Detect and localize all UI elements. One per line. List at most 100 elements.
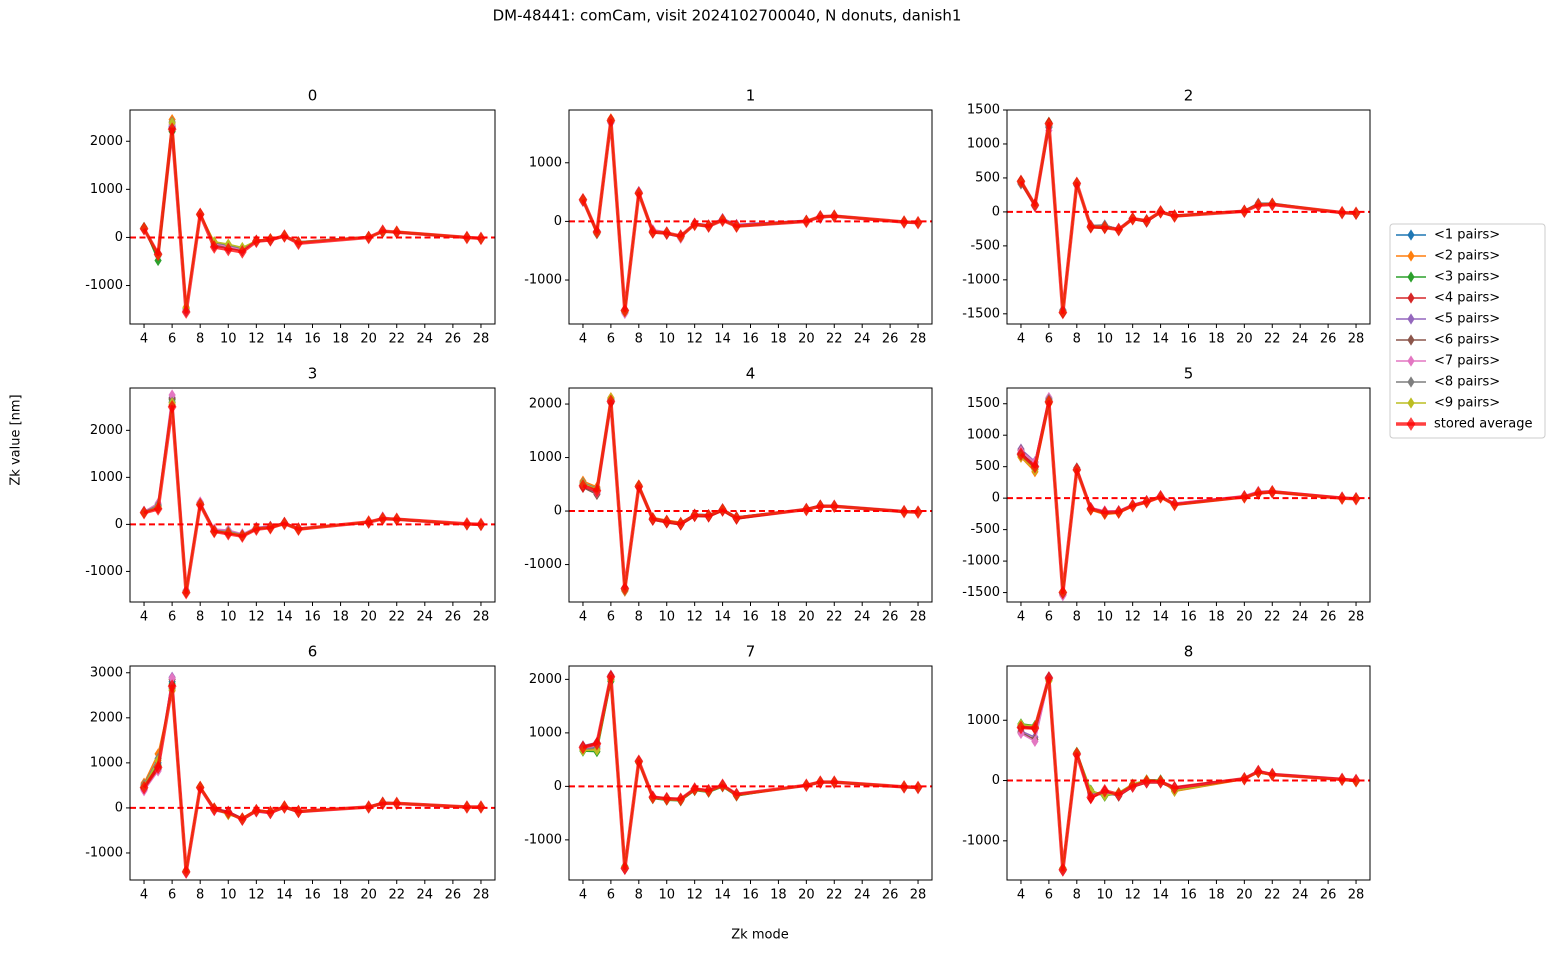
data-point — [662, 791, 672, 806]
y-tick-label: 0 — [554, 779, 562, 794]
data-point — [634, 754, 644, 769]
x-tick-label: 6 — [168, 332, 176, 347]
x-tick-label: 18 — [1208, 610, 1225, 625]
y-tick-label: 0 — [554, 504, 562, 519]
x-tick-label: 14 — [714, 888, 731, 903]
legend-marker — [1407, 271, 1415, 283]
data-point — [732, 787, 741, 802]
plot-area — [1007, 116, 1370, 320]
x-tick-label: 14 — [276, 332, 293, 347]
data-point — [913, 215, 923, 230]
series-line — [142, 684, 481, 874]
y-tick-label: 2000 — [90, 710, 123, 725]
series-line — [582, 677, 919, 869]
y-axis-label: Zk value [nm] — [9, 394, 24, 485]
x-tick-label: 16 — [304, 610, 321, 625]
data-point — [1058, 585, 1068, 600]
x-tick-label: 20 — [798, 332, 815, 347]
series-line — [143, 677, 481, 874]
series-line — [1020, 679, 1357, 870]
x-tick-label: 8 — [1073, 332, 1081, 347]
plot-area — [130, 113, 495, 319]
data-point — [620, 303, 630, 318]
x-tick-label: 10 — [1096, 610, 1113, 625]
data-point — [634, 186, 644, 201]
x-tick-label: 18 — [770, 610, 787, 625]
x-tick-label: 20 — [1236, 610, 1253, 625]
series-line — [1020, 678, 1357, 872]
data-point — [913, 505, 923, 519]
data-point — [592, 225, 602, 239]
x-tick-label: 26 — [1320, 332, 1337, 347]
data-point — [1128, 211, 1138, 226]
data-point — [294, 522, 303, 536]
data-point — [801, 502, 811, 517]
axes-frame — [568, 665, 933, 881]
x-tick-label: 22 — [826, 332, 843, 347]
data-point — [801, 778, 811, 793]
data-point — [378, 511, 388, 526]
x-tick-label: 18 — [1208, 888, 1225, 903]
x-tick-label: 12 — [1124, 888, 1141, 903]
axes-frame — [568, 387, 933, 603]
x-tick-label: 18 — [332, 332, 349, 347]
x-tick-label: 24 — [417, 888, 434, 903]
plot-area — [569, 669, 932, 876]
y-tick-label: 0 — [115, 517, 123, 532]
data-point — [1086, 790, 1096, 805]
data-point — [167, 399, 177, 414]
series-line — [582, 396, 919, 593]
x-tick-label: 28 — [910, 610, 927, 625]
legend-label: <7 pairs> — [1434, 354, 1500, 369]
series-line — [582, 120, 919, 312]
series-line — [143, 690, 481, 871]
data-point — [195, 780, 205, 795]
data-point — [209, 524, 219, 539]
series-line — [1020, 679, 1357, 869]
series-line — [143, 402, 481, 593]
x-tick-label: 22 — [388, 888, 405, 903]
y-tick-label: 1000 — [90, 182, 123, 197]
x-tick-label: 10 — [220, 332, 237, 347]
series-line — [582, 678, 919, 868]
x-tick-label: 12 — [1124, 332, 1141, 347]
series-line — [582, 674, 919, 870]
series-line — [582, 120, 919, 312]
data-point — [1267, 197, 1277, 212]
x-tick-label: 12 — [686, 332, 703, 347]
series-line — [582, 678, 919, 868]
data-point — [195, 207, 205, 222]
x-tick-label: 4 — [1017, 610, 1025, 625]
subplot: 8 -1000 0 1000 4 6 8 10 12 14 16 18 20 22 24 26 28 — [962, 643, 1371, 903]
subplot: 4 -1000 0 1000 2000 4 6 8 10 12 14 16 18 20 22 24 26 28 — [524, 365, 933, 625]
series-line — [143, 681, 481, 872]
data-point — [181, 305, 191, 319]
data-point — [1072, 176, 1082, 191]
series-line — [582, 121, 919, 313]
x-tick-label: 28 — [1348, 888, 1365, 903]
series-line — [143, 394, 482, 591]
x-tick-label: 18 — [1208, 332, 1225, 347]
x-tick-label: 10 — [658, 610, 675, 625]
data-point — [251, 522, 261, 536]
data-point — [732, 511, 741, 525]
legend-label: stored average — [1434, 417, 1532, 432]
x-tick-label: 12 — [686, 888, 703, 903]
x-tick-label: 20 — [360, 610, 377, 625]
data-point — [1351, 491, 1361, 506]
legend-marker — [1407, 334, 1415, 346]
data-point — [181, 585, 191, 600]
x-tick-label: 14 — [276, 610, 293, 625]
series-line — [143, 678, 481, 874]
series-line — [143, 684, 481, 873]
data-point — [1267, 767, 1277, 782]
x-tick-label: 4 — [579, 610, 587, 625]
x-tick-label: 28 — [1348, 610, 1365, 625]
subplot-title: 2 — [1184, 87, 1194, 105]
data-point — [139, 780, 149, 795]
x-tick-label: 28 — [473, 888, 490, 903]
x-tick-label: 8 — [635, 888, 643, 903]
y-tick-label: 0 — [115, 800, 123, 815]
x-tick-label: 12 — [248, 610, 265, 625]
data-point — [1086, 219, 1096, 234]
